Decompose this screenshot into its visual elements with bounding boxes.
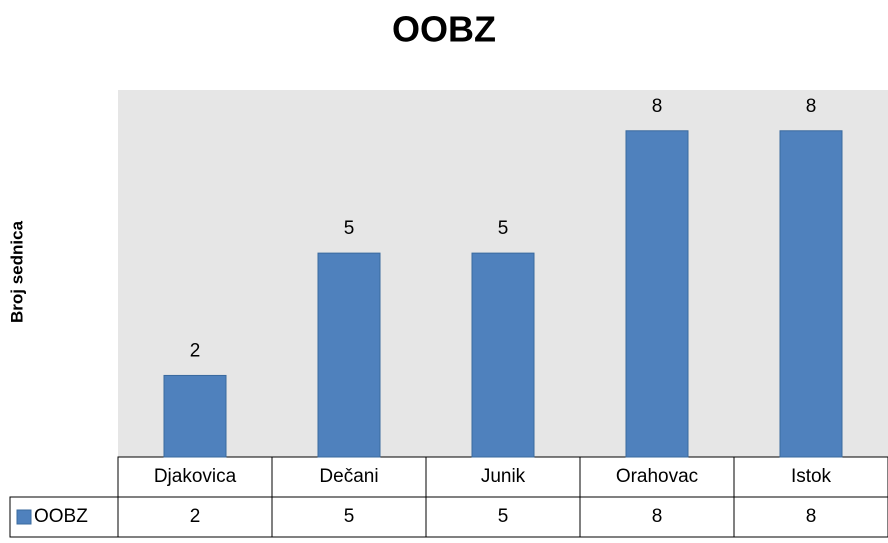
table-header: Istok <box>791 466 832 487</box>
data-label: 8 <box>652 96 663 117</box>
data-label: 5 <box>344 218 355 239</box>
bar <box>163 374 227 458</box>
table-value: 2 <box>190 506 201 527</box>
table-value: 8 <box>652 506 663 527</box>
bar <box>471 252 535 458</box>
table-value: 8 <box>806 506 817 527</box>
table-header: Junik <box>481 466 526 487</box>
bar <box>779 130 843 458</box>
bar <box>317 252 381 458</box>
data-label: 5 <box>498 218 509 239</box>
table-value: 5 <box>344 506 355 527</box>
legend-swatch <box>16 509 32 525</box>
table-cell <box>733 496 888 538</box>
chart-title: OOBZ <box>392 9 496 50</box>
bar <box>625 130 689 458</box>
table-header: Dečani <box>319 466 378 487</box>
data-label: 8 <box>806 96 817 117</box>
table-value: 5 <box>498 506 509 527</box>
y-axis-label: Broj sednica <box>7 220 26 323</box>
data-label: 2 <box>190 340 201 361</box>
legend-label: OOBZ <box>34 506 88 527</box>
table-header: Djakovica <box>154 466 237 487</box>
table-cell <box>9 496 119 538</box>
table-header: Orahovac <box>616 466 698 487</box>
